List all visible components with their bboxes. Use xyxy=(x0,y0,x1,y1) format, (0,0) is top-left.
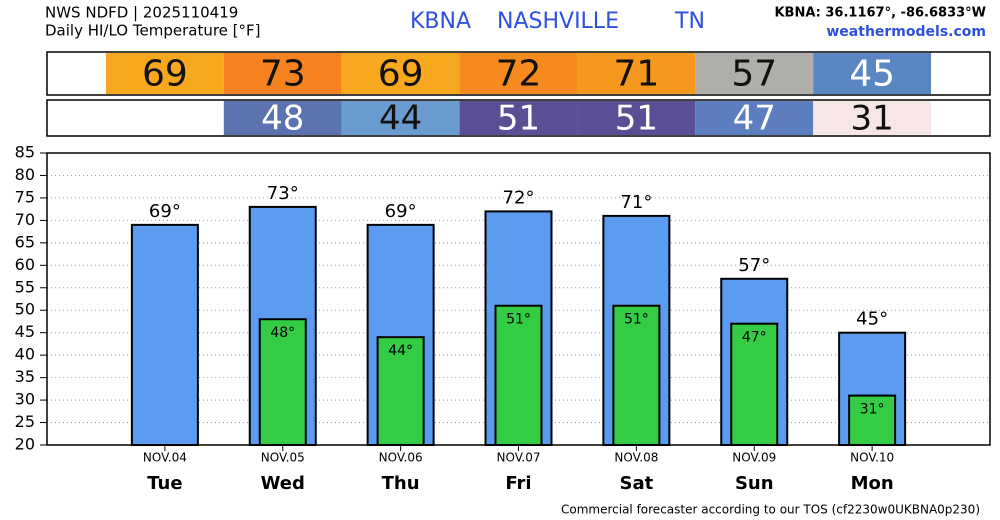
strip-value: 69 xyxy=(142,54,188,95)
source: NWS NDFD | 2025110419 xyxy=(45,4,238,22)
hi-label: 57° xyxy=(738,255,770,276)
bar xyxy=(612,304,661,446)
weekday-label: Fri xyxy=(505,473,531,494)
y-tick-label: 20 xyxy=(15,435,35,454)
state: TN xyxy=(674,9,705,34)
weekday-label: Sun xyxy=(735,473,774,494)
y-tick-label: 65 xyxy=(15,232,35,251)
strip-cell xyxy=(223,101,342,135)
y-tick-label: 40 xyxy=(15,345,35,364)
chart-title: Daily HI/LO Temperature [°F] xyxy=(45,22,261,40)
strip-value: 51 xyxy=(497,99,540,139)
strip-value: 69 xyxy=(378,54,424,95)
strip-value: 71 xyxy=(613,54,659,95)
lo-label: 31° xyxy=(860,402,885,418)
bar xyxy=(848,394,897,447)
site[interactable]: weathermodels.com xyxy=(826,24,986,40)
weekday-label: Tue xyxy=(147,473,182,494)
y-tick-label: 75 xyxy=(15,187,35,206)
weekday-label: Sat xyxy=(620,473,654,494)
strip-cell xyxy=(813,53,932,94)
strip-cell xyxy=(577,101,696,135)
x-tick-label: NOV.10 xyxy=(850,451,894,465)
strip-cell xyxy=(695,53,814,94)
y-tick-label: 60 xyxy=(15,255,35,274)
lo-label: 51° xyxy=(506,312,531,328)
y-tick-label: 70 xyxy=(15,210,35,229)
strip-cell xyxy=(695,101,814,135)
lo-label: 48° xyxy=(270,325,295,341)
bar xyxy=(494,304,543,446)
hi-label: 72° xyxy=(503,187,535,208)
y-tick-label: 80 xyxy=(15,165,35,184)
x-tick-label: NOV.04 xyxy=(143,451,187,465)
strip-cell xyxy=(223,53,342,94)
y-tick-label: 50 xyxy=(15,300,35,319)
bar xyxy=(730,322,779,447)
strip-value: 72 xyxy=(496,54,542,95)
strip-cell xyxy=(341,53,460,94)
strip-cell xyxy=(105,53,224,94)
strip-value: 51 xyxy=(615,99,658,139)
hi-label: 71° xyxy=(620,192,652,213)
strip-cell xyxy=(459,101,578,135)
weekday-label: Thu xyxy=(382,473,420,494)
strip-value: 44 xyxy=(379,99,422,139)
x-tick-label: NOV.05 xyxy=(261,451,305,465)
lo-label: 44° xyxy=(388,343,413,359)
hi-label: 69° xyxy=(385,201,417,222)
strip-cell xyxy=(577,53,696,94)
y-tick-label: 55 xyxy=(15,277,35,296)
lo-label: 51° xyxy=(624,312,649,328)
x-tick-label: NOV.06 xyxy=(379,451,423,465)
bar xyxy=(376,336,425,446)
strip-cell xyxy=(813,101,932,135)
y-tick-label: 25 xyxy=(15,412,35,431)
x-tick-label: NOV.09 xyxy=(732,451,776,465)
x-tick-label: NOV.07 xyxy=(497,451,541,465)
footer: Commercial forecaster according to our T… xyxy=(561,503,980,517)
y-tick-label: 85 xyxy=(15,143,35,162)
weekday-label: Mon xyxy=(851,473,894,494)
y-tick-label: 30 xyxy=(15,390,35,409)
lo-label: 47° xyxy=(742,330,767,346)
strip-value: 48 xyxy=(261,99,304,139)
bar xyxy=(258,318,307,447)
hi-label: 73° xyxy=(267,183,299,204)
y-tick-label: 45 xyxy=(15,322,35,341)
strip-value: 45 xyxy=(849,54,895,95)
hi-label: 45° xyxy=(856,309,888,330)
weekday-label: Wed xyxy=(261,473,305,494)
x-tick-label: NOV.08 xyxy=(614,451,658,465)
y-tick-label: 35 xyxy=(15,367,35,386)
strip-cell xyxy=(341,101,460,135)
strip-value: 57 xyxy=(731,54,777,95)
strip-value: 73 xyxy=(260,54,306,95)
hi-label: 69° xyxy=(149,201,181,222)
coords: KBNA: 36.1167°, -86.6833°W xyxy=(774,6,986,21)
city: NASHVILLE xyxy=(497,9,619,34)
strip-value: 47 xyxy=(733,99,776,139)
station: KBNA xyxy=(410,9,471,34)
strip-value: 31 xyxy=(850,99,893,139)
strip-cell xyxy=(459,53,578,94)
bar xyxy=(130,223,199,446)
